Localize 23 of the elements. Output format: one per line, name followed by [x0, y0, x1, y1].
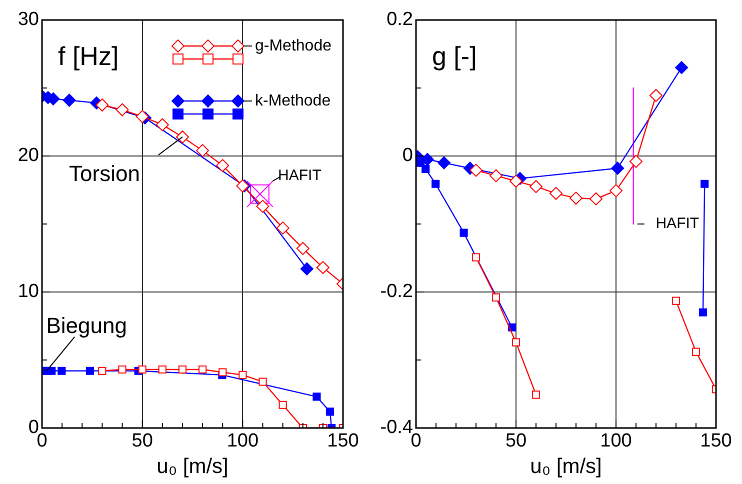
- x-tick-label: 50: [132, 430, 153, 452]
- y-tick-label: 30: [18, 9, 39, 30]
- x-tick-label: 50: [505, 430, 527, 452]
- annotation: Torsion: [69, 161, 140, 186]
- annotation: HAFIT: [278, 167, 322, 184]
- y-axis-title: g [-]: [432, 41, 477, 72]
- x-axis-title: u₀ [m/s]: [156, 455, 228, 478]
- y-tick-label: 10: [18, 281, 39, 302]
- x-axis-title: u₀ [m/s]: [530, 455, 602, 478]
- y-axis-title: f [Hz]: [58, 41, 119, 72]
- y-tick-label: 0.2: [386, 9, 413, 30]
- y-tick-label: -0.2: [380, 281, 413, 302]
- x-tick-label: 150: [700, 430, 732, 452]
- annotation: HAFIT: [656, 215, 700, 232]
- x-tick-label: 100: [600, 430, 632, 452]
- x-tick-label: 150: [327, 430, 359, 452]
- annotation: Biegung: [46, 312, 127, 338]
- legend-label: g-Methode: [255, 37, 332, 54]
- y-tick-label: 20: [18, 145, 39, 166]
- y-tick-label: 0: [28, 417, 39, 438]
- y-tick-label: 0: [402, 145, 413, 166]
- x-tick-label: 100: [226, 430, 259, 452]
- legend-label: k-Methode: [255, 92, 331, 110]
